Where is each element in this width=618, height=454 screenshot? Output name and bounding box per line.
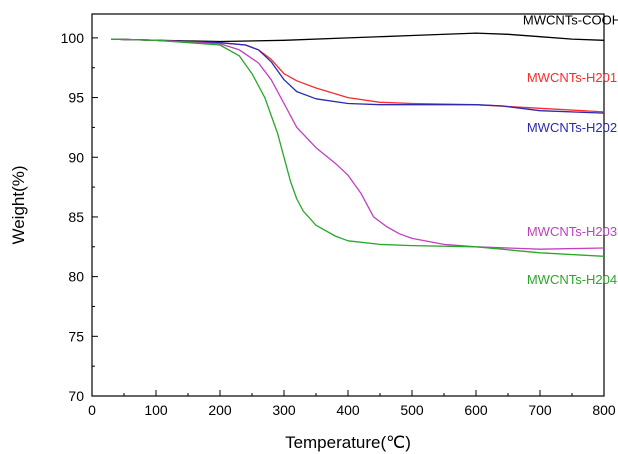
x-tick-label: 700 [528, 402, 552, 418]
x-tick-label: 600 [464, 402, 488, 418]
axis-ticks: 0 100 200 300 400 500 600 700 800 70 75 80 85 90 95 100 [61, 30, 616, 418]
x-tick-label: 400 [336, 402, 360, 418]
series-label-mwcnts-h202: MWCNTs-H202 [527, 120, 617, 135]
series-label-mwcnts-h201: MWCNTs-H201 [527, 70, 617, 85]
y-axis-title: Weight(%) [9, 165, 28, 244]
x-tick-label: 0 [88, 402, 96, 418]
y-tick-label: 75 [68, 328, 84, 344]
x-tick-label: 300 [272, 402, 296, 418]
y-tick-label: 95 [68, 90, 84, 106]
x-tick-label: 800 [592, 402, 616, 418]
y-tick-label: 85 [68, 209, 84, 225]
series-label-mwcnts-h203: MWCNTs-H203 [527, 224, 617, 239]
x-tick-label: 200 [208, 402, 232, 418]
series-lines [111, 32, 605, 257]
y-tick-label: 90 [68, 149, 84, 165]
series-line-mwcnts-h202 [111, 38, 605, 114]
series-line-mwcnts-h204 [111, 38, 605, 257]
x-tick-label: 100 [144, 402, 168, 418]
x-tick-label: 500 [400, 402, 424, 418]
y-tick-label: 100 [61, 30, 85, 46]
y-tick-label: 70 [68, 388, 84, 404]
series-labels: MWCNTs-COOH MWCNTs-H201 MWCNTs-H202 MWCNTs-… [523, 13, 618, 287]
series-line-mwcnts-cooh [111, 32, 605, 43]
series-label-mwcnts-h204: MWCNTs-H204 [527, 272, 617, 287]
series-label-mwcnts-cooh: MWCNTs-COOH [523, 13, 618, 28]
x-axis-title: Temperature(℃) [285, 433, 411, 452]
series-line-mwcnts-h203 [111, 38, 605, 250]
y-tick-label: 80 [68, 269, 84, 285]
